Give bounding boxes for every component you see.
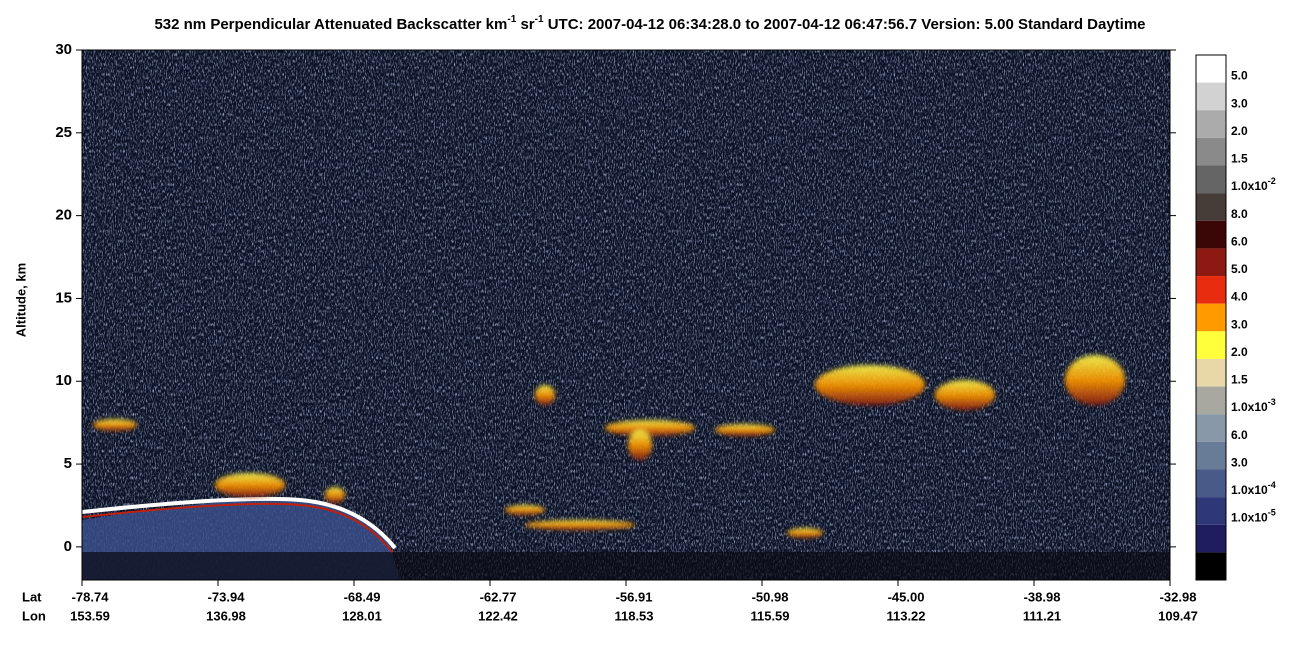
colorbar-label: 1.0x10-4: [1231, 480, 1276, 497]
lon-label: 109.47: [1158, 608, 1198, 623]
lon-label: 122.42: [478, 608, 518, 623]
title-text: sr: [516, 16, 535, 33]
colorbar-label: 1.5: [1231, 373, 1248, 387]
lon-label: 118.53: [614, 608, 653, 623]
colorbar-swatch: [1196, 110, 1226, 138]
colorbar-label-exponent: -2: [1268, 177, 1276, 187]
colorbar-swatch: [1196, 220, 1226, 249]
x-row-name: Lon: [22, 608, 46, 623]
colorbar-label-exponent: -5: [1268, 508, 1276, 518]
below-surface: [82, 552, 1170, 580]
colorbar-label: 8.0: [1231, 207, 1248, 221]
colorbar-label-text: 4.0: [1231, 290, 1248, 304]
lat-label: -45.00: [888, 589, 925, 604]
colorbar-swatch: [1196, 386, 1226, 415]
colorbar-label: 3.0: [1231, 317, 1248, 331]
colorbar-label: 3.0: [1231, 456, 1248, 470]
colorbar-label: 6.0: [1231, 428, 1248, 442]
plot-area: [81, 49, 1171, 581]
colorbar-swatch: [1196, 524, 1226, 553]
title-text: UTC: 2007-04-12 06:34:28.0 to 2007-04-12…: [544, 16, 1146, 33]
colorbar-label-text: 2.0: [1231, 345, 1248, 359]
colorbar-label-exponent: -4: [1268, 480, 1276, 490]
colorbar-label-text: 1.5: [1231, 373, 1248, 387]
lat-label: -38.98: [1024, 589, 1061, 604]
colorbar-label-text: 6.0: [1231, 428, 1248, 442]
colorbar-label: 5.0: [1231, 262, 1248, 276]
lon-label: 136.98: [206, 608, 246, 623]
colorbar-label-text: 5.0: [1231, 262, 1248, 276]
title-text: 532 nm Perpendicular Attenuated Backscat…: [154, 16, 507, 33]
chart-title: 532 nm Perpendicular Attenuated Backscat…: [154, 14, 1145, 33]
y-tick-label: 0: [64, 538, 72, 555]
colorbar-label-text: 1.0x10: [1231, 400, 1268, 414]
colorbar-swatch: [1196, 137, 1226, 166]
colorbar-label-text: 8.0: [1231, 207, 1248, 221]
colorbar-label: 6.0: [1231, 235, 1248, 249]
lat-label: -73.94: [208, 589, 246, 604]
colorbar-swatch: [1196, 82, 1226, 111]
cloud-features: [93, 355, 1125, 538]
lat-label: -56.91: [616, 589, 653, 604]
lon-label: 113.22: [886, 608, 925, 623]
colorbar-label-text: 1.0x10: [1231, 483, 1268, 497]
colorbar-label-text: 1.5: [1231, 152, 1248, 166]
x-row-name: Lat: [22, 589, 42, 604]
lat-label: -32.98: [1160, 589, 1197, 604]
y-tick-label: 15: [55, 289, 72, 306]
colorbar-swatch: [1196, 331, 1226, 359]
colorbar-label-text: 3.0: [1231, 96, 1248, 110]
colorbar-swatch: [1196, 248, 1226, 277]
colorbar-label: 1.0x10-2: [1231, 177, 1276, 194]
surface-return: [81, 496, 397, 550]
colorbar-swatch: [1196, 303, 1226, 332]
y-tick-label: 20: [55, 207, 72, 224]
colorbar-swatch: [1196, 165, 1226, 194]
colorbar-label-text: 1.0x10: [1231, 511, 1268, 525]
colorbar-label-exponent: -3: [1268, 398, 1276, 408]
lat-label: -62.77: [480, 589, 517, 604]
colorbar-frame: [1195, 54, 1227, 581]
colorbar-swatch: [1196, 441, 1226, 470]
colorbar-label: 1.5: [1231, 152, 1248, 166]
colorbar-swatch: [1196, 193, 1226, 221]
surface-return: [81, 502, 393, 553]
lat-label: -68.49: [344, 589, 381, 604]
colorbar-label: 1.0x10-5: [1231, 508, 1276, 525]
colorbar-swatch: [1196, 469, 1226, 498]
colorbar-swatch: [1196, 55, 1226, 83]
colorbar-label: 3.0: [1231, 96, 1248, 110]
y-tick-label: 30: [55, 41, 72, 58]
colorbar-swatch: [1196, 276, 1226, 304]
lon-label: 128.01: [342, 608, 382, 623]
title-exponent: -1: [507, 14, 516, 25]
y-tick-label: 5: [64, 455, 72, 472]
colorbar-label-text: 5.0: [1231, 69, 1248, 83]
colorbar-swatch: [1196, 497, 1226, 525]
y-tick-label: 25: [55, 124, 72, 141]
lon-label: 111.21: [1023, 608, 1061, 623]
title-exponent: -1: [535, 14, 544, 25]
colorbar-swatch: [1196, 414, 1226, 442]
colorbar-label-text: 1.0x10: [1231, 179, 1268, 193]
colorbar-label-text: 3.0: [1231, 317, 1248, 331]
colorbar-label-text: 6.0: [1231, 235, 1248, 249]
y-tick-label: 10: [55, 372, 72, 389]
colorbar-label: 5.0: [1231, 69, 1248, 83]
colorbar-label: 4.0: [1231, 290, 1248, 304]
colorbar-swatch: [1196, 358, 1226, 387]
colorbar-swatch: [1196, 552, 1226, 580]
lat-label: -78.74: [72, 589, 110, 604]
colorbar-label: 2.0: [1231, 345, 1248, 359]
lon-label: 153.59: [70, 608, 110, 623]
colorbar-label-text: 3.0: [1231, 456, 1248, 470]
y-axis-label: Altitude, km: [13, 263, 28, 337]
lon-label: 115.59: [750, 608, 789, 623]
lat-label: -50.98: [752, 589, 789, 604]
colorbar-label: 2.0: [1231, 124, 1248, 138]
colorbar-label-text: 2.0: [1231, 124, 1248, 138]
colorbar-label: 1.0x10-3: [1231, 398, 1276, 415]
